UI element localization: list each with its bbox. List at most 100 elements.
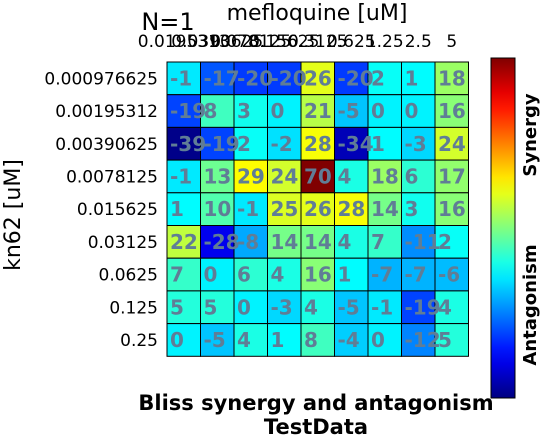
x-tick-label: 0.15625	[249, 32, 319, 52]
chart-title: N=1	[141, 8, 194, 36]
heatmap-cell	[200, 225, 235, 259]
x-tick-label: 0.625	[327, 32, 376, 52]
cell-value-label: 14	[371, 197, 399, 221]
cell-value-label: -1	[170, 164, 192, 188]
cell-value-label: 14	[271, 230, 299, 254]
heatmap-cell	[233, 323, 268, 357]
cell-value-label: -39	[170, 132, 206, 156]
y-tick-labels: 0.000976625 0.00195312 0.00390625 0.0078125…	[44, 69, 158, 351]
cell-value-label: 0	[237, 295, 251, 319]
heatmap-cell	[334, 126, 369, 161]
heatmap-cell	[166, 290, 201, 325]
cell-value-label: -1	[237, 197, 259, 221]
y-axis-label: kn62 [uM]	[1, 159, 26, 271]
heatmap-cell	[166, 225, 201, 259]
cell-value-label: 0	[371, 99, 385, 123]
heatmap-cell	[367, 159, 402, 194]
cell-value-label: 4	[338, 230, 352, 254]
cell-value-label: 26	[304, 197, 332, 221]
cell-value-label: 7	[371, 230, 385, 254]
cell-value-label: 6	[237, 263, 251, 287]
cell-value-label: 18	[371, 164, 399, 188]
cell-value-label: 2	[237, 132, 251, 156]
cell-value-label: 6	[405, 164, 419, 188]
cell-value-label: -20	[271, 66, 307, 90]
heatmap-cell	[233, 290, 268, 325]
cell-value-label: -1	[170, 66, 192, 90]
cell-value-label: 24	[438, 132, 466, 156]
heatmap-cell	[233, 192, 268, 227]
cell-value-label: 3	[405, 197, 419, 221]
heatmap-cell	[300, 61, 335, 96]
cell-value-label: 1	[371, 132, 385, 156]
heatmap-cell	[334, 192, 369, 227]
cell-value-label: 1	[271, 328, 285, 352]
cell-value-label: 22	[170, 230, 198, 254]
heatmap-cell	[166, 323, 201, 357]
cell-value-label: -8	[237, 230, 259, 254]
cell-value-label: 70	[304, 164, 332, 188]
cell-value-label: -12	[405, 328, 441, 352]
heatmap-cells	[166, 61, 469, 357]
cell-value-label: 0	[204, 263, 218, 287]
y-tick-label: 0.125	[109, 298, 158, 318]
heatmap-cell	[401, 225, 436, 259]
cell-value-label: -3	[405, 132, 427, 156]
cell-value-label: 4	[304, 295, 318, 319]
cell-value-label: -5	[204, 328, 226, 352]
heatmap-cell	[367, 61, 402, 96]
heatmap-cell	[401, 192, 436, 227]
y-tick-label: 0.0625	[99, 266, 158, 286]
cell-value-label: 0	[170, 328, 184, 352]
cell-value-label: -19	[405, 295, 441, 319]
cell-value-label: 13	[204, 164, 232, 188]
y-tick-label: 0.015625	[77, 200, 158, 220]
y-tick-label: 0.0078125	[66, 167, 158, 187]
cell-value-label: -6	[438, 263, 460, 287]
cell-value-label: 5	[438, 328, 452, 352]
cell-value-label: 1	[405, 66, 419, 90]
cell-value-label: 0	[271, 99, 285, 123]
heatmap-cell	[367, 94, 402, 128]
x-tick-label: 0.078125	[210, 32, 291, 52]
heatmap-cell	[200, 94, 235, 128]
cell-value-label: -5	[338, 295, 360, 319]
cell-value-label: -28	[204, 230, 240, 254]
heatmap-cell	[200, 323, 235, 357]
colorbar-synergy-label: Synergy	[520, 93, 541, 176]
bottom-title-line-2: TestData	[264, 415, 368, 437]
cell-value-label: 29	[237, 164, 265, 188]
colorbar-antagonism-label: Antagonism	[520, 244, 541, 365]
cell-value-label: -19	[170, 99, 206, 123]
x-tick-labels: 0.01953130.03906250.0781250.156250.31250…	[138, 32, 457, 52]
heatmap-cell	[166, 126, 201, 161]
cell-value-label: 26	[304, 66, 332, 90]
cell-value-label: -4	[338, 328, 360, 352]
heatmap-cell	[434, 257, 469, 292]
cell-value-label: 10	[204, 197, 232, 221]
heatmap-cell	[267, 323, 302, 357]
cell-value-label: -11	[405, 230, 441, 254]
heatmap-cell	[200, 290, 235, 325]
cell-value-label: -5	[338, 99, 360, 123]
y-tick-label: 0.00390625	[55, 135, 158, 155]
heatmap-cell	[267, 257, 302, 292]
cell-value-label: 21	[304, 99, 332, 123]
cell-value-label: 1	[338, 263, 352, 287]
y-tick-label: 0.25	[120, 331, 158, 351]
heatmap-cell	[267, 94, 302, 128]
x-tick-label: 0.0195313	[138, 32, 230, 52]
heatmap-cell	[434, 61, 469, 96]
cell-value-label: 28	[338, 197, 366, 221]
cell-value-label: 7	[170, 263, 184, 287]
heatmap-cell	[300, 225, 335, 259]
cell-value-label: 0	[405, 99, 419, 123]
cell-value-label: 3	[237, 99, 251, 123]
heatmap-cell	[401, 94, 436, 128]
cell-value-label: 4	[338, 164, 352, 188]
heatmap-cell	[233, 61, 268, 96]
heatmap-cell	[367, 290, 402, 325]
x-tick-label: 0.3125	[288, 32, 347, 52]
cell-value-label: 2	[371, 66, 385, 90]
